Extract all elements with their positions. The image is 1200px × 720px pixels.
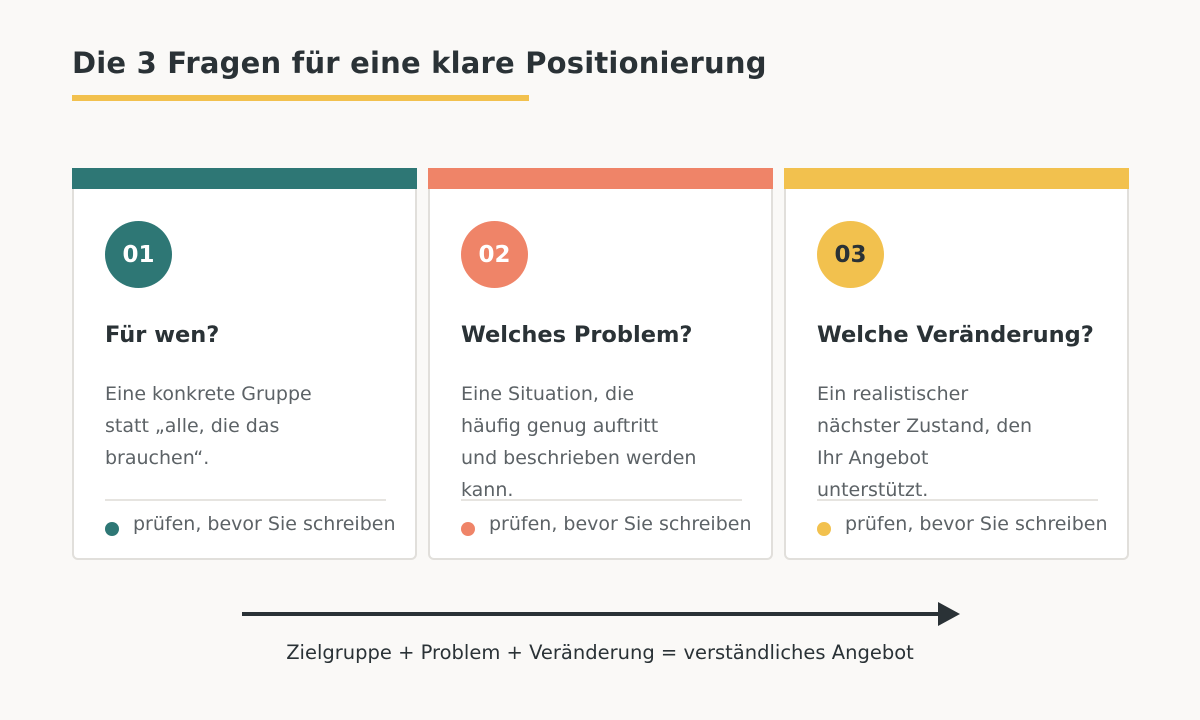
card-body-line: brauchen“. [105,447,210,469]
arrow-icon [242,602,960,626]
check-label: prüfen, bevor Sie schreiben [845,513,1108,535]
question-card-2: 02 Welches Problem? Eine Situation, die … [428,168,773,560]
number-badge: 01 [105,221,172,288]
card-accent-bar [72,168,417,189]
card-title: Welche Veränderung? [817,322,1094,348]
card-body-line: Eine Situation, die [461,383,635,405]
card-accent-bar [784,168,1129,189]
check-label: prüfen, bevor Sie schreiben [133,513,396,535]
card-body: Ein realistischer nächster Zustand, den … [817,378,1087,506]
card-divider [105,499,386,501]
card-accent-bar [428,168,773,189]
card-body-line: statt „alle, die das [105,415,280,437]
card-divider [461,499,742,501]
card-divider [817,499,1098,501]
card-body: Eine Situation, die häufig genug auftrit… [461,378,731,506]
card-body-line: Eine konkrete Gruppe [105,383,312,405]
number-badge: 02 [461,221,528,288]
title-underline [72,95,529,101]
bullet-dot [817,522,831,536]
number-badge: 03 [817,221,884,288]
card-body-line: nächster Zustand, den [817,415,1033,437]
card-body-line: kann. [461,479,514,501]
bullet-dot [105,522,119,536]
formula-caption: Zielgruppe + Problem + Veränderung = ver… [286,641,914,664]
question-card-3: 03 Welche Veränderung? Ein realistischer… [784,168,1129,560]
card-body-line: Ein realistischer [817,383,969,405]
card-body-line: unterstützt. [817,479,929,501]
card-body-line: häufig genug auftritt [461,415,659,437]
page-title: Die 3 Fragen für eine klare Positionieru… [72,46,767,80]
check-label: prüfen, bevor Sie schreiben [489,513,752,535]
card-title: Welches Problem? [461,322,693,348]
card-body: Eine konkrete Gruppe statt „alle, die da… [105,378,375,474]
question-card-1: 01 Für wen? Eine konkrete Gruppe statt „… [72,168,417,560]
card-title: Für wen? [105,322,220,348]
card-body-line: Ihr Angebot [817,447,929,469]
card-body-line: und beschrieben werden [461,447,697,469]
bullet-dot [461,522,475,536]
